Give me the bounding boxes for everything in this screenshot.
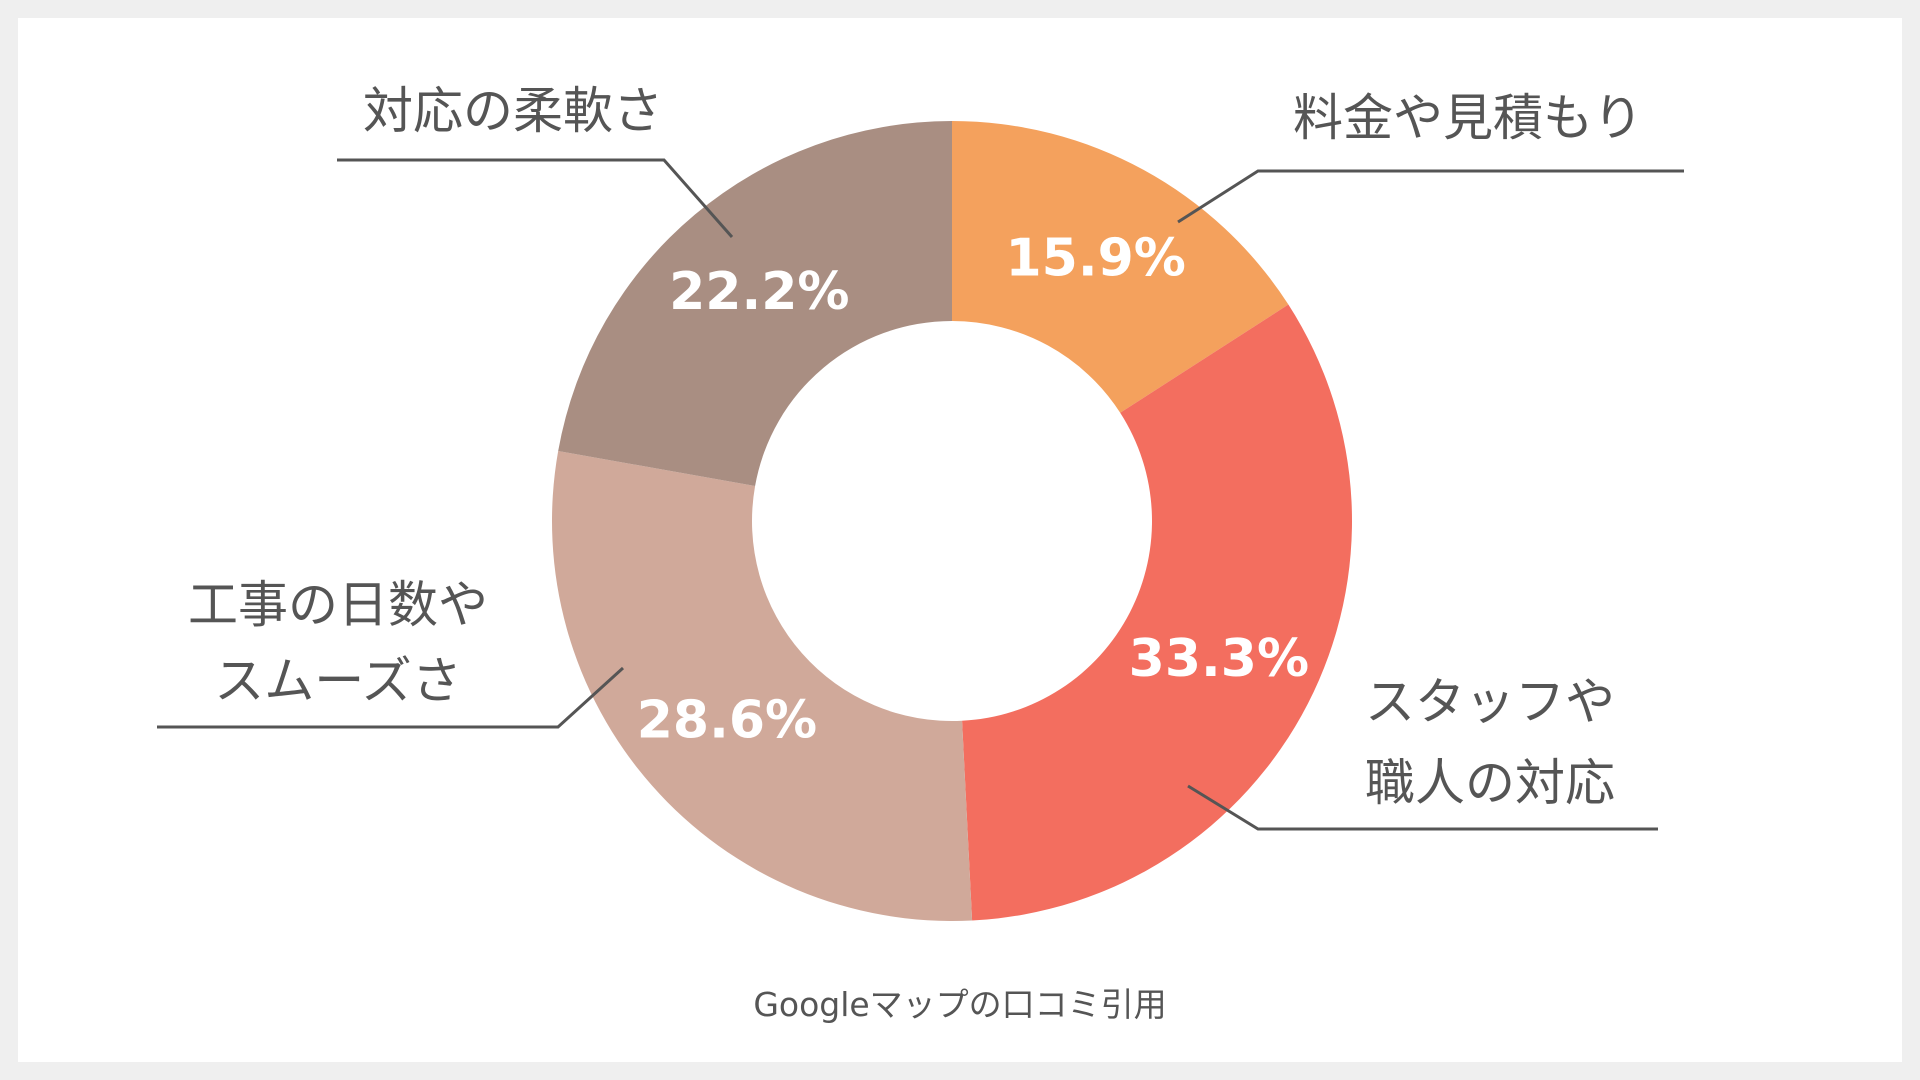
donut-slice-2 — [551, 450, 973, 921]
value-label-3: 22.2% — [669, 262, 849, 322]
donut-slice-1 — [962, 304, 1352, 921]
category-label-1b: 職人の対応 — [1365, 754, 1615, 812]
leader-line-0 — [1177, 169, 1684, 224]
leader-line-2 — [157, 666, 625, 729]
donut-slice-0 — [952, 121, 1289, 413]
leader-line-1 — [1187, 784, 1658, 831]
category-label-3: 対応の柔軟さ — [363, 82, 663, 140]
category-label-1a: スタッフや — [1365, 673, 1615, 731]
source-note: Googleマップの口コミ引用 — [753, 985, 1167, 1024]
value-label-2: 28.6% — [637, 690, 817, 750]
category-label-2a: 工事の日数や — [188, 576, 488, 634]
category-label-0: 料金や見積もり — [1293, 89, 1643, 147]
donut-slice-3 — [558, 121, 952, 486]
value-label-1: 33.3% — [1129, 629, 1309, 689]
category-label-2b: スムーズさ — [214, 652, 462, 710]
leader-line-3 — [337, 158, 734, 238]
value-label-0: 15.9% — [1005, 229, 1185, 289]
